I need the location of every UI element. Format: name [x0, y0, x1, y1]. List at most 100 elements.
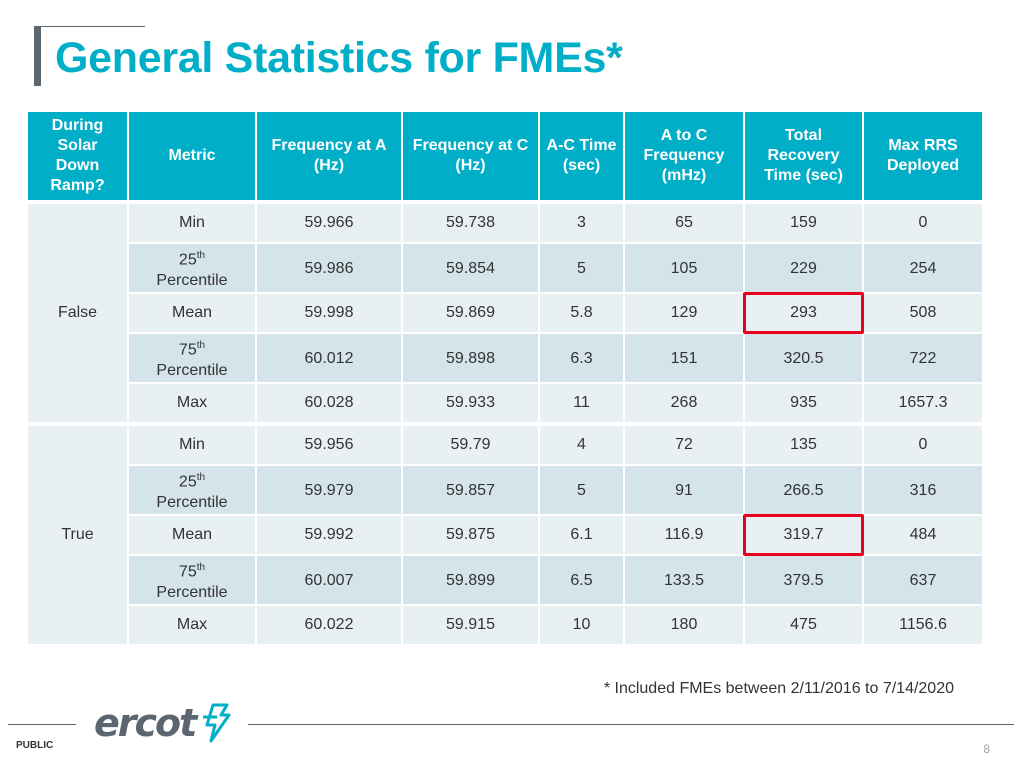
col-header-solar-down-ramp: During Solar Down Ramp? [26, 110, 129, 204]
group-label-false: False [26, 201, 129, 425]
table-cell: 59.854 [401, 242, 540, 294]
footer-divider-right [248, 724, 1014, 725]
table-cell: 254 [862, 242, 984, 294]
table-row: Mean 59.998 59.869 5.8 129 293 508 [27, 292, 984, 335]
table-cell: 59.966 [255, 201, 403, 244]
table-cell: 59.869 [401, 292, 540, 334]
table-cell: 508 [862, 292, 984, 334]
metric-label: 25th Percentile [127, 242, 257, 294]
table-cell: 637 [862, 554, 984, 606]
table-cell: 60.007 [255, 554, 403, 606]
table-cell: 0 [862, 422, 984, 466]
metric-label: Max [127, 604, 257, 646]
metric-label: 75th Percentile [127, 554, 257, 606]
table-cell: 59.875 [401, 514, 540, 556]
table-cell: 11 [538, 382, 625, 425]
metric-label: 25th Percentile [127, 464, 257, 516]
table-cell: 0 [862, 201, 984, 244]
table-cell: 159 [743, 201, 864, 244]
table-cell: 484 [862, 514, 984, 556]
header-row: During Solar Down Ramp? Metric Frequency… [26, 110, 984, 204]
table-cell: 3 [538, 201, 625, 244]
table-row: Mean 59.992 59.875 6.1 116.9 319.7 484 [27, 514, 984, 557]
table-cell: 65 [623, 201, 745, 244]
page-number: 8 [983, 742, 990, 756]
table-cell: 320.5 [743, 332, 864, 384]
table-cell: 268 [623, 382, 745, 425]
metric-label: Mean [127, 514, 257, 556]
table-cell: 475 [743, 604, 864, 646]
page-title: General Statistics for FMEs* [55, 34, 623, 82]
table-cell: 59.79 [401, 422, 540, 466]
table-cell: 5 [538, 464, 625, 516]
table-cell: 722 [862, 332, 984, 384]
table-cell: 59.857 [401, 464, 540, 516]
table-row: 25th Percentile 59.979 59.857 5 91 266.5 … [27, 464, 984, 516]
table-cell: 151 [623, 332, 745, 384]
highlighted-cell: 319.7 [743, 514, 865, 557]
table-cell: 133.5 [623, 554, 745, 606]
table-cell: 59.998 [255, 292, 403, 334]
table-cell: 105 [623, 242, 745, 294]
table-cell: 72 [623, 422, 745, 466]
table-cell: 59.915 [401, 604, 540, 646]
col-header-frequency-a: Frequency at A (Hz) [255, 110, 403, 204]
table-row: 75th Percentile 60.007 59.899 6.5 133.5 3… [27, 554, 984, 606]
col-header-total-recovery-time: Total Recovery Time (sec) [743, 110, 864, 204]
table-cell: 59.933 [401, 382, 540, 425]
table-cell: 59.738 [401, 201, 540, 244]
metric-label: 75th Percentile [127, 332, 257, 384]
table-cell: 6.1 [538, 514, 625, 556]
table-cell: 60.012 [255, 332, 403, 384]
metric-label: Min [127, 201, 257, 244]
table-cell: 129 [623, 292, 745, 334]
table-row: Max 60.022 59.915 10 180 475 1156.6 [27, 604, 984, 646]
title-accent-bar [34, 26, 41, 86]
table-row: 75th Percentile 60.012 59.898 6.3 151 320… [27, 332, 984, 384]
table-cell: 59.899 [401, 554, 540, 606]
table-row: Max 60.028 59.933 11 268 935 1657.3 [27, 382, 984, 425]
table-cell: 10 [538, 604, 625, 646]
fme-statistics-table: During Solar Down Ramp? Metric Frequency… [26, 110, 984, 646]
table-cell: 59.898 [401, 332, 540, 384]
lightning-bolt-icon [203, 703, 231, 743]
table-cell: 91 [623, 464, 745, 516]
table-cell: 135 [743, 422, 864, 466]
col-header-a-to-c-frequency: A to C Frequency (mHz) [623, 110, 745, 204]
table-cell: 5 [538, 242, 625, 294]
table-cell: 59.992 [255, 514, 403, 556]
table-cell: 59.986 [255, 242, 403, 294]
highlighted-cell: 293 [743, 292, 865, 335]
metric-label: Min [127, 422, 257, 466]
table-cell: 316 [862, 464, 984, 516]
table-cell: 379.5 [743, 554, 864, 606]
table-cell: 5.8 [538, 292, 625, 334]
table-row: 25th Percentile 59.986 59.854 5 105 229 2… [27, 242, 984, 294]
footnote: * Included FMEs between 2/11/2016 to 7/1… [603, 680, 954, 697]
table-cell: 935 [743, 382, 864, 425]
metric-label: Mean [127, 292, 257, 334]
table-cell: 6.5 [538, 554, 625, 606]
group-false: False Min 59.966 59.738 3 65 159 0 25th P… [26, 201, 984, 425]
metric-label: Max [127, 382, 257, 425]
table-cell: 4 [538, 422, 625, 466]
table-cell: 266.5 [743, 464, 864, 516]
table-cell: 229 [743, 242, 864, 294]
table-cell: 1156.6 [862, 604, 984, 646]
table-cell: 60.028 [255, 382, 403, 425]
table-cell: 180 [623, 604, 745, 646]
col-header-metric: Metric [127, 110, 257, 204]
table-row: False Min 59.966 59.738 3 65 159 0 [26, 201, 984, 425]
classification-label: PUBLIC [16, 740, 54, 751]
col-header-ac-time: A-C Time (sec) [538, 110, 625, 204]
table-cell: 1657.3 [862, 382, 984, 425]
col-header-frequency-c: Frequency at C (Hz) [401, 110, 540, 204]
group-true: True Min 59.956 59.79 4 72 135 0 25th Per… [26, 422, 984, 646]
group-label-true: True [26, 422, 129, 646]
footer-divider-left [8, 724, 76, 725]
table-cell: 59.979 [255, 464, 403, 516]
table-cell: 60.022 [255, 604, 403, 646]
table-cell: 116.9 [623, 514, 745, 556]
table-row: True Min 59.956 59.79 4 72 135 0 [26, 422, 984, 646]
table-cell: 6.3 [538, 332, 625, 384]
